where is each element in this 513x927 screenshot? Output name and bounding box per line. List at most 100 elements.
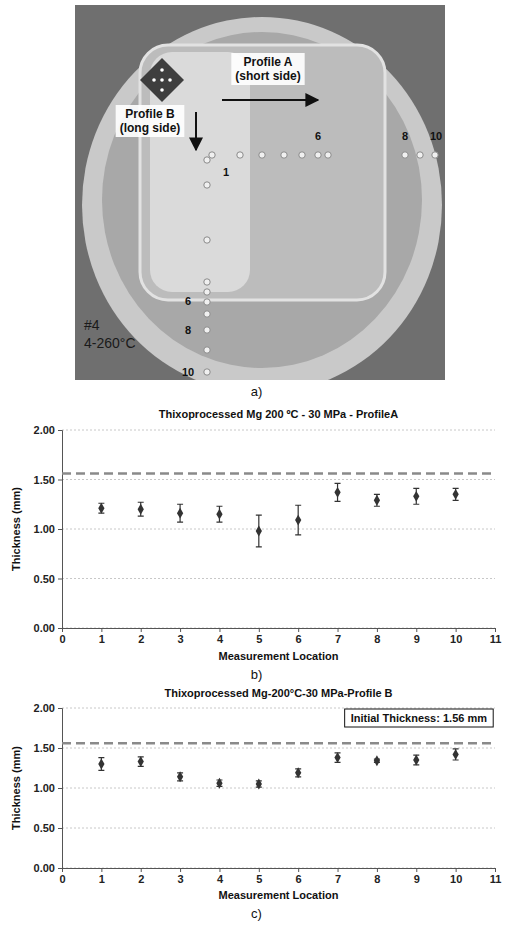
tick-mark — [58, 708, 62, 709]
tick-label: 4 — [217, 873, 224, 885]
tick: 6 — [296, 868, 302, 885]
grid-line — [62, 828, 495, 829]
chart: Thixoprocessed Mg-200°C-30 MPa-Profile B… — [10, 687, 501, 901]
data-point — [138, 756, 144, 767]
data-point — [177, 508, 183, 519]
tick: 3 — [178, 628, 184, 645]
tick: 8 — [374, 868, 380, 885]
tick: 9 — [414, 868, 420, 885]
point-number: 8 — [185, 324, 191, 336]
chart-title: Thixoprocessed Mg-200°C-30 MPa-Profile B — [164, 687, 392, 699]
sample-mark: #4 — [84, 317, 100, 333]
data-point — [453, 749, 459, 760]
tick-mark — [141, 868, 142, 872]
tick-label: 2.00 — [34, 702, 55, 714]
photo-panel: Profile A(short side)Profile B(long side… — [75, 5, 445, 393]
tick-mark — [141, 628, 142, 632]
tick-label: 2 — [138, 873, 144, 885]
tick: 1 — [99, 868, 105, 885]
tick-label: 1.50 — [34, 742, 55, 754]
tick-mark — [58, 579, 62, 580]
error-bar — [98, 758, 104, 771]
error-bar — [216, 506, 222, 522]
data-point — [98, 503, 104, 514]
y-axis-title: Thickness (mm) — [10, 487, 22, 571]
measurement-dot — [204, 279, 210, 285]
measurement-dot — [204, 299, 210, 305]
tick-label: 0 — [59, 633, 65, 645]
error-bar — [177, 504, 183, 522]
tick-label: 7 — [335, 873, 341, 885]
sample-icon-dot — [152, 78, 156, 82]
tick: 11 — [490, 628, 502, 645]
y-axis-title: Thickness (mm) — [10, 746, 22, 830]
tick-mark — [495, 868, 496, 872]
tick: 3 — [178, 868, 184, 885]
measurement-dot — [204, 157, 210, 163]
measurement-dot — [204, 327, 210, 333]
initial-thickness-line — [62, 472, 495, 475]
data-point — [295, 767, 301, 778]
error-bar — [256, 515, 262, 547]
figure: Profile A(short side)Profile B(long side… — [0, 0, 513, 927]
axis-line — [58, 709, 63, 869]
data-point — [374, 755, 380, 766]
axis-line — [63, 629, 496, 633]
grid-line — [62, 748, 495, 749]
tick: 10 — [450, 868, 462, 885]
profile-b-arrow — [195, 112, 197, 150]
tick-label: 0.50 — [34, 822, 55, 834]
measurement-dot — [209, 152, 215, 158]
plot-area — [62, 743, 495, 789]
measurement-dot — [315, 152, 321, 158]
point-number: 6 — [315, 130, 321, 142]
tick-mark — [58, 529, 62, 530]
tick: 2.00 — [34, 702, 62, 714]
sample-icon-dot — [160, 88, 164, 92]
measurement-dot — [204, 182, 210, 188]
tick-mark — [101, 628, 102, 632]
initial-thickness-line — [62, 742, 495, 745]
tick: 0.00 — [34, 622, 62, 634]
tick-mark — [62, 868, 63, 872]
profile-a-arrow — [222, 99, 318, 101]
sample-mark: 4-260°C — [84, 335, 136, 351]
tick-label: 1.00 — [34, 523, 55, 535]
tick-label: 9 — [414, 873, 420, 885]
grid-line — [62, 479, 495, 480]
grid-line — [62, 529, 495, 530]
tick: 4 — [217, 868, 224, 885]
tick-mark — [62, 628, 63, 632]
tick-label: 11 — [490, 873, 502, 885]
tick-label: 1.00 — [34, 782, 55, 794]
error-bar — [413, 755, 419, 765]
grid-line — [62, 578, 495, 579]
annotation-box — [345, 709, 494, 727]
tick-label: 9 — [414, 633, 420, 645]
tick-mark — [456, 628, 457, 632]
measurement-dot — [237, 152, 243, 158]
error-bar — [453, 749, 459, 760]
sample-icon — [140, 58, 184, 102]
tick: 5 — [256, 628, 262, 645]
annotation: Initial Thickness: 1.56 mm — [345, 709, 494, 727]
error-bar — [453, 488, 459, 500]
measurement-dot — [204, 289, 210, 295]
tick-label: 6 — [296, 873, 302, 885]
x-axis: 01234567891011 — [59, 628, 501, 645]
tick: 4 — [217, 628, 224, 645]
tick: 0.50 — [34, 822, 62, 834]
tick-label: 7 — [335, 633, 341, 645]
tick-mark — [338, 628, 339, 632]
tick: 6 — [296, 628, 302, 645]
tick-mark — [416, 628, 417, 632]
point-number: 10 — [182, 366, 194, 378]
measurement-dot — [417, 152, 423, 158]
error-bar — [98, 503, 104, 513]
data-point — [453, 489, 459, 500]
measurement-dot — [402, 152, 408, 158]
plot-area — [62, 474, 495, 547]
point-number: 8 — [402, 130, 408, 142]
tick-mark — [58, 828, 62, 829]
sample-icon-dot — [168, 78, 172, 82]
